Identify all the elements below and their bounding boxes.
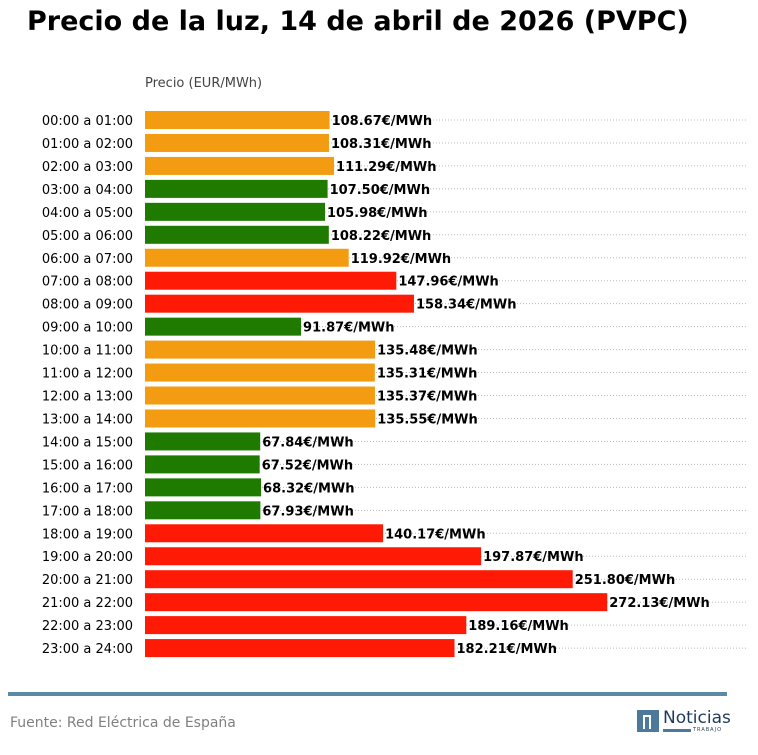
value-label: 108.22€/MWh xyxy=(331,229,432,244)
value-label: 108.31€/MWh xyxy=(331,137,432,152)
category-label: 00:00 a 01:00 xyxy=(42,114,133,129)
gridlines xyxy=(145,119,748,649)
value-label: 67.84€/MWh xyxy=(262,435,353,450)
value-label: 135.55€/MWh xyxy=(377,412,478,427)
value-label: 68.32€/MWh xyxy=(263,481,354,496)
logo-subtext: TRABAJO xyxy=(693,727,723,733)
bar-chart: Precio (EUR/MWh) 00:00 a 01:00 01:00 a 02… xyxy=(42,76,748,658)
category-label: 21:00 a 22:00 xyxy=(42,596,133,611)
value-label: 108.67€/MWh xyxy=(332,114,433,129)
value-label: 272.13€/MWh xyxy=(609,596,710,611)
bar xyxy=(145,248,349,267)
category-label: 11:00 a 12:00 xyxy=(42,367,133,382)
logo-text: Noticias xyxy=(663,708,731,728)
category-label: 19:00 a 20:00 xyxy=(42,550,133,565)
bar xyxy=(145,111,330,129)
category-label: 05:00 a 06:00 xyxy=(42,229,133,244)
category-label: 08:00 a 09:00 xyxy=(42,298,133,313)
value-label: 135.48€/MWh xyxy=(377,344,478,359)
category-label: 07:00 a 08:00 xyxy=(42,275,133,290)
bar xyxy=(145,639,455,658)
category-label: 03:00 a 04:00 xyxy=(42,183,133,198)
category-label: 10:00 a 11:00 xyxy=(42,344,133,359)
footer-divider xyxy=(8,692,727,696)
category-label: 13:00 a 14:00 xyxy=(42,412,133,427)
value-label: 135.31€/MWh xyxy=(377,367,478,382)
value-label: 189.16€/MWh xyxy=(468,619,568,634)
bar xyxy=(145,593,608,612)
bar xyxy=(145,202,326,221)
category-label: 20:00 a 21:00 xyxy=(42,573,133,588)
category-labels: 00:00 a 01:00 01:00 a 02:00 02:00 a 03:00 0… xyxy=(42,114,133,657)
value-label: 119.92€/MWh xyxy=(351,252,452,267)
value-label: 111.29€/MWh xyxy=(336,160,437,175)
category-label: 14:00 a 15:00 xyxy=(42,435,133,450)
value-label: 135.37€/MWh xyxy=(377,390,478,405)
category-label: 12:00 a 13:00 xyxy=(42,390,133,405)
category-label: 04:00 a 05:00 xyxy=(42,206,133,221)
category-label: 16:00 a 17:00 xyxy=(42,481,133,496)
bar xyxy=(145,179,328,198)
bar xyxy=(145,363,375,382)
logo-underline xyxy=(663,729,691,732)
bar xyxy=(145,478,262,497)
value-label: 67.93€/MWh xyxy=(262,504,353,519)
axis-label: Precio (EUR/MWh) xyxy=(145,76,262,91)
category-label: 17:00 a 18:00 xyxy=(42,504,133,519)
bar xyxy=(145,616,467,635)
bar xyxy=(145,501,261,520)
value-label: 182.21€/MWh xyxy=(457,642,558,657)
category-label: 23:00 a 24:00 xyxy=(42,642,133,657)
value-label: 107.50€/MWh xyxy=(330,183,431,198)
bar xyxy=(145,409,376,428)
value-label: 158.34€/MWh xyxy=(416,298,516,313)
bar xyxy=(145,225,329,244)
category-label: 09:00 a 10:00 xyxy=(42,321,133,336)
category-label: 06:00 a 07:00 xyxy=(42,252,133,267)
bar xyxy=(145,432,261,451)
source-note: Fuente: Red Eléctrica de España xyxy=(10,715,236,731)
value-label: 91.87€/MWh xyxy=(303,321,394,336)
category-label: 15:00 a 16:00 xyxy=(42,458,133,473)
logo: Noticias TRABAJO xyxy=(637,708,732,733)
value-label: 105.98€/MWh xyxy=(327,206,428,221)
value-labels: 108.67€/MWh 108.31€/MWh 111.29€/MWh 107.50€… xyxy=(262,114,710,657)
bar xyxy=(145,271,397,290)
bar xyxy=(145,455,260,474)
bar xyxy=(145,156,335,175)
chart-title: Precio de la luz, 14 de abril de 2026 (P… xyxy=(27,6,689,37)
bar xyxy=(145,340,376,359)
category-label: 02:00 a 03:00 xyxy=(42,160,133,175)
bars xyxy=(145,111,608,658)
value-label: 140.17€/MWh xyxy=(385,527,486,542)
value-label: 197.87€/MWh xyxy=(483,550,584,565)
bar xyxy=(145,133,329,152)
bar xyxy=(145,547,482,566)
value-label: 67.52€/MWh xyxy=(262,458,353,473)
value-label: 251.80€/MWh xyxy=(575,573,676,588)
category-label: 01:00 a 02:00 xyxy=(42,137,133,152)
bar xyxy=(145,570,573,589)
bar xyxy=(145,386,375,405)
logo-icon xyxy=(637,710,659,732)
category-label: 18:00 a 19:00 xyxy=(42,527,133,542)
bar xyxy=(145,317,302,336)
bar xyxy=(145,294,414,313)
bar xyxy=(145,524,384,543)
value-label: 147.96€/MWh xyxy=(398,275,499,290)
category-label: 22:00 a 23:00 xyxy=(42,619,133,634)
